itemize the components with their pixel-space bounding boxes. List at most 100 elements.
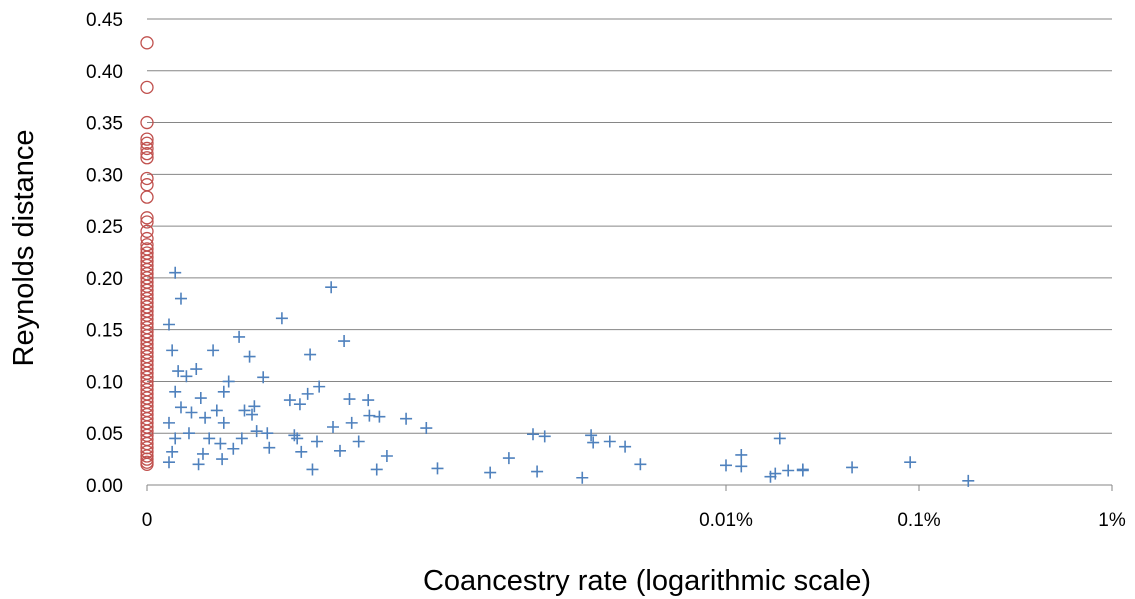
y-axis-title: Reynolds distance	[8, 130, 40, 367]
data-point-plus	[484, 466, 497, 479]
data-point-plus	[169, 266, 182, 279]
data-point-plus	[233, 330, 246, 343]
data-point-circle	[140, 449, 154, 463]
data-point-plus	[576, 471, 589, 484]
data-point-plus	[619, 440, 632, 453]
data-point-plus	[585, 429, 598, 442]
data-point-plus	[166, 344, 179, 357]
data-point-plus	[166, 445, 179, 458]
data-point-plus	[310, 435, 323, 448]
data-point-plus	[199, 411, 212, 424]
data-point-circle	[140, 36, 154, 50]
y-tick-label: 0.20	[86, 269, 123, 290]
data-point-plus	[291, 432, 304, 445]
data-point-plus	[246, 408, 259, 421]
data-point-plus	[261, 427, 274, 440]
data-point-plus	[196, 447, 209, 460]
data-point-plus	[295, 445, 308, 458]
data-point-circle	[140, 146, 154, 161]
data-point-plus	[327, 421, 340, 434]
x-tick-label: 1%	[1098, 510, 1126, 531]
data-point-circle	[140, 136, 154, 150]
data-point-plus	[180, 370, 193, 383]
data-point-plus	[182, 427, 195, 440]
data-point-plus	[214, 437, 227, 450]
data-point-plus	[531, 465, 544, 478]
y-tick-label: 0.10	[86, 372, 123, 393]
data-point-circle	[140, 211, 154, 225]
x-tick-labels: 0 0.01% 0.1% 1%	[142, 510, 1126, 531]
y-tick-label: 0.35	[86, 114, 123, 135]
data-point-plus	[352, 435, 365, 448]
data-point-plus	[363, 409, 376, 422]
x-tick-label: 0.01%	[699, 510, 753, 531]
data-point-plus	[782, 464, 795, 477]
data-point-plus	[538, 430, 551, 443]
data-point-plus	[370, 463, 383, 476]
data-point-plus	[962, 474, 975, 487]
data-point-plus	[720, 459, 732, 472]
data-point-plus	[222, 375, 235, 388]
data-point-plus	[796, 464, 809, 477]
data-point-plus	[210, 404, 223, 417]
data-point-circle	[140, 190, 154, 204]
y-tick-label: 0.05	[86, 424, 123, 445]
data-point-plus	[235, 432, 248, 445]
data-point-plus	[313, 380, 326, 393]
data-point-plus	[325, 281, 338, 294]
data-point-plus	[227, 442, 240, 455]
data-point-plus	[773, 432, 786, 445]
data-point-circle	[140, 457, 154, 471]
data-point-plus	[194, 392, 207, 405]
data-point-plus	[169, 385, 182, 398]
y-tick-label: 0.25	[86, 217, 123, 238]
y-tick-label: 0.15	[86, 321, 123, 342]
data-point-plus	[527, 428, 539, 441]
series-plus-points	[162, 266, 975, 487]
y-tick-label: 0.30	[86, 165, 123, 186]
data-point-circle	[140, 452, 154, 466]
data-point-circle	[140, 171, 154, 186]
data-point-plus	[263, 441, 276, 454]
data-point-plus	[288, 429, 301, 442]
data-point-plus	[169, 432, 182, 445]
data-point-plus	[338, 335, 351, 348]
x-tick-marks	[146, 485, 1113, 491]
data-point-plus	[257, 371, 270, 384]
data-point-plus	[243, 350, 256, 363]
data-point-plus	[345, 416, 358, 429]
data-point-circle	[140, 215, 154, 229]
data-point-plus	[217, 385, 230, 398]
x-tick-label: 0	[142, 510, 153, 531]
data-point-circle	[140, 132, 154, 146]
data-point-plus	[203, 432, 216, 445]
data-point-plus	[283, 394, 296, 407]
data-point-plus	[216, 453, 229, 466]
y-gridlines	[147, 18, 1112, 434]
data-point-plus	[185, 406, 198, 419]
data-point-plus	[362, 394, 375, 407]
data-point-plus	[400, 412, 413, 425]
x-tick-label: 0.1%	[897, 510, 940, 531]
data-point-plus	[190, 363, 203, 376]
data-point-plus	[192, 458, 205, 471]
data-point-plus	[587, 436, 600, 449]
data-point-plus	[502, 452, 515, 465]
data-point-circle	[140, 151, 154, 165]
data-point-circle	[140, 115, 154, 130]
data-point-plus	[162, 318, 175, 331]
y-tick-label: 0.45	[86, 10, 123, 31]
data-point-plus	[248, 400, 261, 413]
data-point-plus	[306, 463, 319, 476]
data-point-plus	[846, 461, 859, 474]
data-point-plus	[769, 467, 782, 480]
data-point-plus	[904, 456, 917, 469]
data-point-plus	[373, 410, 386, 423]
y-tick-labels: 0.00 0.05 0.10 0.15 0.20 0.25 0.30 0.35 0.40 0.45	[86, 10, 123, 497]
data-point-plus	[431, 462, 444, 475]
y-tick-label: 0.40	[86, 62, 123, 83]
data-point-plus	[207, 344, 220, 357]
data-point-plus	[634, 458, 647, 471]
series-circle-points	[140, 36, 154, 471]
